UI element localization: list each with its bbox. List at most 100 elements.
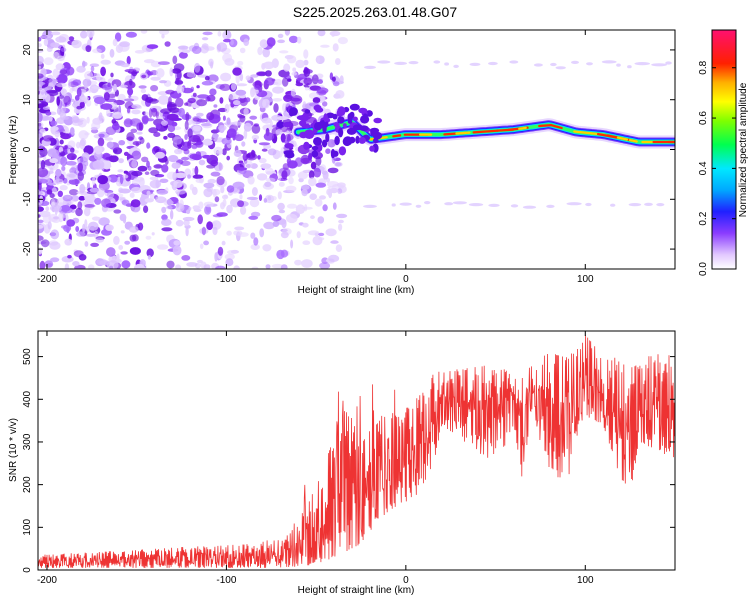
scatter-blob (161, 218, 172, 226)
scatter-blob (39, 128, 46, 134)
scatter-blob (326, 181, 339, 188)
scatter-blob (127, 87, 134, 96)
faint-band-segment (469, 62, 481, 66)
scatter-blob (184, 120, 189, 130)
ridge-cluster-blob (311, 146, 319, 151)
scatter-blob (161, 227, 173, 232)
scatter-blob (217, 124, 227, 131)
scatter-blob (112, 122, 120, 131)
ridge-cluster-blob (372, 131, 383, 140)
scatter-blob (140, 88, 147, 94)
scatter-blob (225, 258, 234, 267)
ridge-cluster-blob (349, 103, 360, 111)
scatter-blob (148, 98, 159, 104)
scatter-blob (191, 154, 202, 161)
scatter-blob (106, 260, 119, 269)
scatter-blob (233, 265, 240, 269)
scatter-blob (317, 216, 325, 224)
scatter-blob (300, 184, 310, 190)
scatter-blob (48, 116, 53, 122)
scatter-blob (219, 97, 224, 104)
scatter-blob (233, 150, 242, 157)
scatter-blob (201, 226, 206, 236)
scatter-blob (131, 150, 142, 160)
scatter-blob (217, 31, 222, 37)
scatter-blob (190, 86, 195, 92)
scatter-blob (181, 255, 191, 261)
scatter-blob (282, 103, 287, 113)
ridge-cluster-blob (358, 136, 366, 144)
scatter-blob (144, 198, 154, 203)
scatter-blob (239, 73, 244, 82)
scatter-blob (141, 114, 149, 124)
scatter-blob (38, 37, 42, 42)
scatter-blob (141, 94, 149, 101)
colorbar-tick-label: 0.8 (698, 60, 709, 74)
scatter-blob (173, 136, 182, 145)
y-tick-label: 300 (22, 433, 33, 450)
scatter-blob (40, 159, 46, 170)
scatter-blob (66, 66, 75, 76)
scatter-blob (38, 65, 42, 69)
faint-band-segment (546, 204, 555, 208)
scatter-blob (261, 117, 272, 124)
x-tick-label: 0 (403, 274, 409, 285)
faint-band-segment (509, 60, 519, 64)
ridge-cluster-blob (342, 123, 347, 128)
scatter-blob (184, 134, 188, 140)
scatter-blob (275, 150, 283, 158)
scatter-blob (126, 136, 134, 141)
scatter-blob (327, 139, 336, 148)
colorbar-tick-label: 0.6 (698, 111, 709, 125)
scatter-blob (146, 44, 159, 49)
scatter-blob (49, 158, 59, 164)
scatter-blob (147, 165, 152, 171)
scatter-blob (47, 182, 57, 186)
scatter-blob (106, 141, 114, 149)
scatter-blob (176, 87, 180, 94)
scatter-blob (263, 221, 275, 230)
scatter-blob (56, 82, 67, 88)
faint-band-segment (571, 60, 579, 64)
scatter-blob (221, 240, 226, 246)
scatter-blob (38, 178, 48, 184)
scatter-blob (173, 179, 183, 188)
scatter-blob (295, 204, 306, 215)
faint-band-segment (644, 202, 653, 206)
scatter-blob (67, 80, 72, 88)
scatter-blob (251, 134, 260, 140)
scatter-blob (277, 202, 285, 211)
ridge-cluster-blob (373, 137, 379, 144)
scatter-blob (223, 38, 232, 43)
scatter-blob (84, 241, 89, 247)
scatter-blob (119, 41, 131, 48)
scatter-blob (258, 194, 263, 202)
scatter-blob (222, 30, 232, 40)
scatter-blob (267, 195, 272, 201)
ridge-cluster-blob (299, 119, 307, 127)
scatter-blob (279, 50, 289, 54)
x-tick-label: 0 (403, 575, 409, 586)
scatter-blob (330, 240, 339, 244)
scatter-blob (286, 203, 298, 209)
ridge-cluster-blob (311, 150, 319, 158)
scatter-blob (194, 165, 199, 176)
scatter-blob (105, 224, 114, 231)
scatter-blob (42, 106, 51, 110)
scatter-blob (254, 85, 261, 90)
scatter-blob (200, 45, 209, 54)
ridge-cluster-blob (313, 137, 322, 146)
scatter-blob (80, 30, 88, 39)
scatter-blob (102, 159, 112, 170)
scatter-blob (129, 227, 135, 232)
scatter-blob (295, 82, 304, 87)
scatter-blob (335, 244, 343, 252)
scatter-blob (112, 38, 118, 47)
scatter-blob (85, 99, 92, 107)
scatter-blob (237, 113, 243, 117)
scatter-blob (156, 244, 169, 250)
faint-band-segment (363, 204, 377, 208)
ridge-cluster-blob (337, 106, 346, 117)
snr-series-line (38, 335, 675, 568)
scatter-blob (214, 252, 218, 262)
